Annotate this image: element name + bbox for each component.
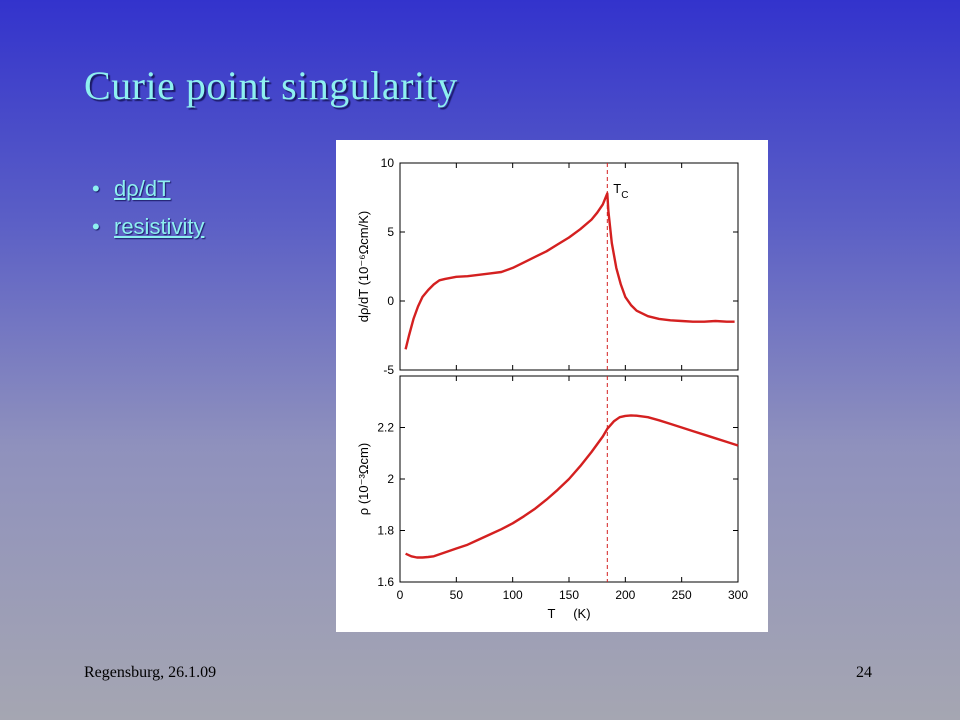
upper-x-ticks bbox=[399, 163, 739, 370]
x-tick-label: 300 bbox=[728, 588, 748, 602]
tc-annotation: TC bbox=[613, 181, 628, 201]
upper-y-ticks: -5 0 5 10 bbox=[381, 156, 738, 377]
x-tick-label: 200 bbox=[615, 588, 635, 602]
bullet-item-drho-dt: • dρ/dT bbox=[92, 176, 204, 202]
lower-series-line bbox=[405, 414, 739, 559]
lower-y-ticks: 1.6 1.8 2 2.2 bbox=[377, 421, 738, 589]
y-tick-label: 2 bbox=[387, 472, 394, 486]
bullet-item-resistivity: • resistivity bbox=[92, 214, 204, 240]
chart-canvas: -5 0 5 10 TC dρ/dT (10⁻⁶Ωcm/K) 1.6 1.8 2 2.2 0… bbox=[356, 156, 748, 621]
figure-panel: -5 0 5 10 TC dρ/dT (10⁻⁶Ωcm/K) 1.6 1.8 2 2.2 0… bbox=[336, 140, 768, 632]
y-tick-label: 5 bbox=[387, 225, 394, 239]
bullet-dot-icon: • bbox=[92, 214, 100, 239]
y-tick-label: 1.6 bbox=[377, 575, 394, 589]
x-tick-label: 150 bbox=[559, 588, 579, 602]
y-tick-label: -5 bbox=[383, 363, 394, 377]
link-resistivity[interactable]: resistivity bbox=[114, 214, 205, 239]
x-tick-label: 50 bbox=[450, 588, 464, 602]
slide-number: 24 bbox=[856, 664, 872, 681]
bullet-dot-icon: • bbox=[92, 176, 100, 201]
lower-y-axis-label: ρ (10⁻³Ωcm) bbox=[356, 443, 371, 515]
upper-panel: -5 0 5 10 TC dρ/dT (10⁻⁶Ωcm/K) bbox=[356, 156, 739, 377]
slide-title: Curie point singularity bbox=[84, 63, 458, 108]
x-tick-label: 250 bbox=[672, 588, 692, 602]
upper-y-axis-label: dρ/dT (10⁻⁶Ωcm/K) bbox=[356, 211, 371, 322]
y-tick-label: 2.2 bbox=[377, 421, 394, 435]
bullet-list: • dρ/dT • resistivity bbox=[92, 176, 204, 252]
lower-panel: 1.6 1.8 2 2.2 0 50 100 150 200 250 300 ρ (10⁻³Ωcm… bbox=[356, 375, 748, 621]
x-axis-label: T (K) bbox=[547, 606, 590, 621]
x-tick-label: 100 bbox=[503, 588, 523, 602]
upper-series-line bbox=[404, 192, 735, 350]
link-drho-dt[interactable]: dρ/dT bbox=[114, 176, 171, 201]
lower-x-ticks: 0 50 100 150 200 250 300 bbox=[397, 376, 748, 602]
y-tick-label: 10 bbox=[381, 156, 395, 170]
y-tick-label: 0 bbox=[387, 294, 394, 308]
upper-plot-frame bbox=[399, 162, 739, 371]
x-tick-label: 0 bbox=[397, 588, 404, 602]
footer-location-date: Regensburg, 26.1.09 bbox=[84, 664, 217, 681]
y-tick-label: 1.8 bbox=[377, 524, 394, 538]
